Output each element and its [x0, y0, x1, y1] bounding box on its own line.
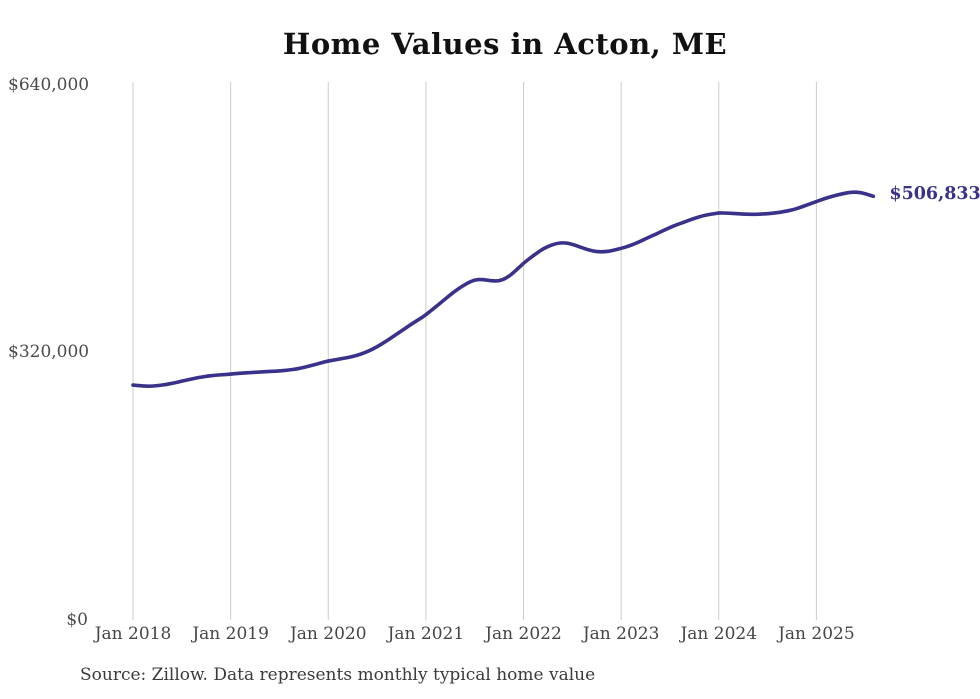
x-axis-tick-label: Jan 2023 — [582, 624, 660, 644]
x-axis-tick-label: Jan 2024 — [680, 624, 758, 644]
y-axis-tick-label-0: $0 — [66, 610, 88, 630]
source-note: Source: Zillow. Data represents monthly … — [80, 665, 596, 685]
x-axis-tick-label: Jan 2021 — [387, 624, 465, 644]
home-value-line — [131, 190, 876, 388]
chart-title: Home Values in Acton, ME — [282, 27, 728, 61]
y-axis-tick-label-640000: $640,000 — [8, 75, 90, 95]
final-value-annotation: $506,833 — [889, 184, 980, 205]
x-axis-tick-label: Jan 2019 — [192, 624, 269, 644]
x-axis-tick-label: Jan 2022 — [485, 624, 562, 644]
x-axis-tick-label: Jan 2018 — [94, 624, 172, 644]
x-axis-tick-label: Jan 2025 — [778, 624, 855, 644]
x-axis-tick-label: Jan 2020 — [289, 624, 367, 644]
y-axis-tick-label-320000: $320,000 — [8, 342, 90, 362]
